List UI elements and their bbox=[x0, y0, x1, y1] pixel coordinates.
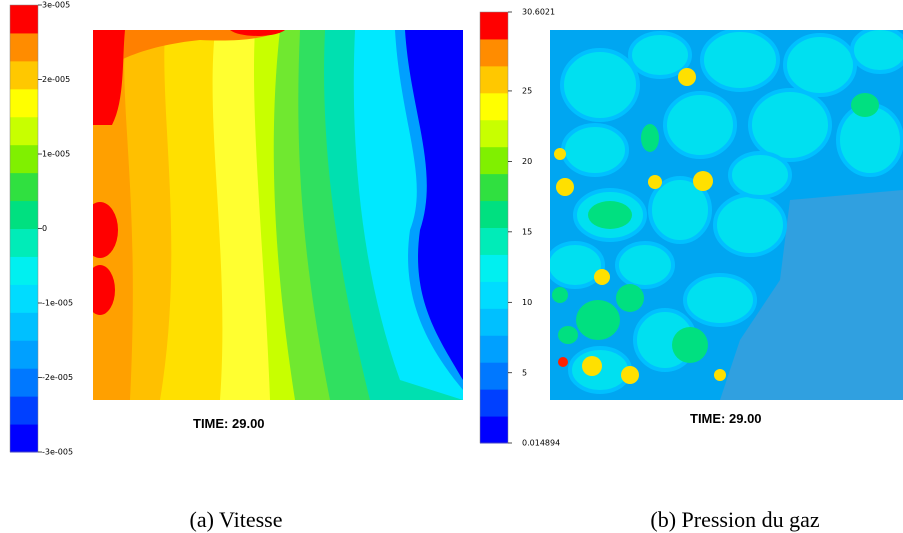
colorbar-band bbox=[480, 12, 508, 40]
caption: (a) Vitesse bbox=[190, 507, 283, 532]
time-label: TIME: 29.00 bbox=[690, 411, 762, 426]
colorbar-band bbox=[10, 424, 38, 453]
colorbar-tick-label: 20 bbox=[522, 157, 532, 166]
colorbar-band bbox=[10, 340, 38, 369]
colorbar-band bbox=[10, 88, 38, 118]
caption: (b) Pression du gaz bbox=[650, 507, 819, 532]
colorbar-band bbox=[10, 200, 38, 229]
colorbar-tick-label: -1e-005 bbox=[42, 299, 73, 308]
colorbar-tick-label: -2e-005 bbox=[42, 373, 73, 382]
colorbar-band bbox=[10, 284, 38, 313]
colorbar-band bbox=[480, 227, 508, 255]
colorbar-band bbox=[480, 65, 508, 94]
colorbar-band bbox=[480, 362, 508, 390]
colorbar-band bbox=[480, 200, 508, 228]
colorbar-band bbox=[10, 32, 38, 62]
colorbar-tick-label: 1e-005 bbox=[42, 150, 70, 159]
colorbar-tick-label: 0 bbox=[42, 224, 47, 233]
colorbar-tick-label: 10 bbox=[522, 298, 532, 307]
colorbar-band bbox=[480, 335, 508, 363]
colorbar-tick-label: 30.6021 bbox=[522, 8, 555, 17]
colorbar-band bbox=[480, 146, 508, 175]
velocity-field bbox=[93, 30, 463, 400]
colorbar-band bbox=[480, 254, 508, 282]
colorbar-band bbox=[480, 281, 508, 309]
colorbar-band bbox=[10, 60, 38, 90]
colorbar-band bbox=[480, 119, 508, 148]
colorbar-tick-label: 25 bbox=[522, 86, 532, 95]
colorbar-band bbox=[10, 228, 38, 257]
colorbar-tick-label: 15 bbox=[522, 227, 532, 236]
colorbar-tick-label: 5 bbox=[522, 368, 527, 377]
colorbar-tick-label: 2e-005 bbox=[42, 75, 70, 84]
colorbar-band bbox=[480, 92, 508, 121]
colorbar-band bbox=[10, 172, 38, 202]
colorbar-band bbox=[480, 173, 508, 202]
colorbar-band bbox=[10, 396, 38, 425]
colorbar-band bbox=[10, 256, 38, 285]
time-label: TIME: 29.00 bbox=[193, 416, 265, 431]
colorbar-tick-label: 0.014894 bbox=[522, 439, 560, 448]
colorbar-band bbox=[480, 416, 508, 444]
colorbar-band bbox=[480, 308, 508, 336]
pressure-field bbox=[550, 30, 903, 400]
colorbar-tick-label: -3e-005 bbox=[42, 448, 73, 457]
colorbar-band bbox=[480, 38, 508, 67]
colorbar-band bbox=[10, 5, 38, 34]
colorbar-tick-label: 3e-005 bbox=[42, 1, 70, 10]
colorbar-band bbox=[10, 116, 38, 146]
colorbar-band bbox=[10, 368, 38, 397]
colorbar-band bbox=[480, 389, 508, 417]
colorbar-band bbox=[10, 144, 38, 174]
colorbar-frame bbox=[479, 11, 509, 444]
colorbar-band bbox=[10, 312, 38, 341]
